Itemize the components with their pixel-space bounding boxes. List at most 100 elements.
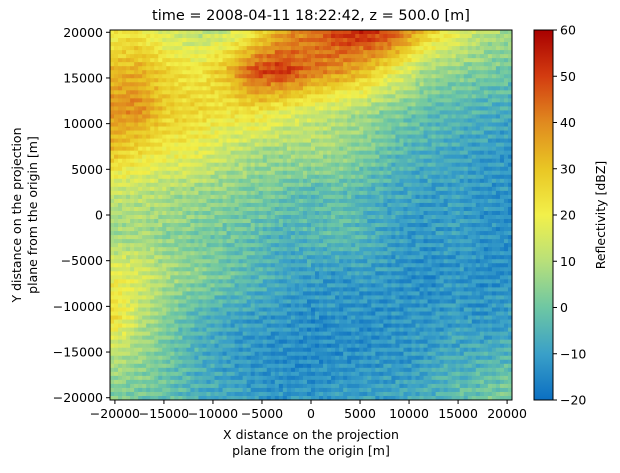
heatmap-cell xyxy=(230,38,236,43)
heatmap-cell xyxy=(359,34,364,39)
heatmap-cell xyxy=(451,215,457,220)
heatmap-cell xyxy=(399,118,405,124)
heatmap-cell xyxy=(467,206,473,212)
heatmap-cell xyxy=(331,98,336,103)
heatmap-cell xyxy=(146,90,151,95)
heatmap-cell xyxy=(298,126,304,132)
heatmap-cell xyxy=(415,86,421,91)
heatmap-cell xyxy=(499,166,505,172)
heatmap-cell xyxy=(383,42,388,47)
heatmap-cell xyxy=(154,78,159,83)
heatmap-cell xyxy=(214,210,220,216)
heatmap-cell xyxy=(146,194,151,200)
heatmap-cell xyxy=(118,194,123,200)
heatmap-cell xyxy=(222,86,228,91)
heatmap-cell xyxy=(150,126,155,132)
heatmap-cell xyxy=(347,194,352,200)
heatmap-cell xyxy=(306,186,312,192)
heatmap-cell xyxy=(431,126,437,132)
heatmap-cell xyxy=(431,219,437,224)
heatmap-cell xyxy=(222,110,228,116)
heatmap-cell xyxy=(379,78,384,83)
heatmap-cell xyxy=(126,210,131,216)
heatmap-cell xyxy=(419,122,425,128)
heatmap-cell xyxy=(158,58,163,63)
heatmap-cell xyxy=(246,166,252,172)
heatmap-cell xyxy=(359,186,364,192)
heatmap-cell xyxy=(166,178,171,184)
heatmap-cell xyxy=(182,126,187,132)
heatmap-cell xyxy=(471,150,477,156)
heatmap-cell xyxy=(282,46,288,51)
heatmap-cell xyxy=(423,42,429,47)
heatmap-cell xyxy=(327,86,332,91)
heatmap-cell xyxy=(254,142,260,148)
heatmap-cell xyxy=(306,78,312,83)
heatmap-cell xyxy=(459,102,465,108)
heatmap-cell xyxy=(170,42,175,47)
heatmap-cell xyxy=(395,42,401,47)
heatmap-cell xyxy=(339,134,344,140)
heatmap-cell xyxy=(298,227,304,232)
heatmap-cell xyxy=(118,82,123,87)
heatmap-cell xyxy=(439,138,445,144)
heatmap-cell xyxy=(355,142,360,148)
heatmap-cell xyxy=(226,134,232,140)
heatmap-cell xyxy=(487,66,493,71)
heatmap-cell xyxy=(475,215,481,220)
heatmap-cell xyxy=(451,126,457,132)
heatmap-cell xyxy=(218,215,224,220)
heatmap-cell xyxy=(234,198,240,204)
heatmap-cell xyxy=(150,170,155,176)
heatmap-cell xyxy=(367,138,372,144)
heatmap-cell xyxy=(262,46,268,51)
heatmap-cell xyxy=(126,82,131,87)
heatmap-cell xyxy=(226,223,232,228)
heatmap-cell xyxy=(206,94,212,99)
heatmap-cell xyxy=(331,70,336,75)
heatmap-cell xyxy=(182,186,187,192)
heatmap-cell xyxy=(202,126,208,132)
heatmap-cell xyxy=(270,82,276,87)
heatmap-cell xyxy=(339,106,344,112)
heatmap-cell xyxy=(162,90,167,95)
heatmap-cell xyxy=(282,94,288,99)
heatmap-cell xyxy=(246,62,252,67)
heatmap-cell xyxy=(463,142,469,148)
heatmap-cell xyxy=(463,154,469,160)
heatmap-cell xyxy=(198,66,204,71)
heatmap-cell xyxy=(451,110,457,116)
heatmap-cell xyxy=(475,74,481,79)
heatmap-cell xyxy=(335,142,340,148)
heatmap-cell xyxy=(158,178,163,184)
heatmap-cell xyxy=(190,86,196,91)
heatmap-cell xyxy=(178,227,183,232)
heatmap-cell xyxy=(467,182,473,188)
heatmap-cell xyxy=(419,106,425,112)
heatmap-cell xyxy=(451,50,457,55)
heatmap-cell xyxy=(150,206,155,212)
heatmap-cell xyxy=(335,194,340,200)
heatmap-cell xyxy=(427,186,433,192)
heatmap-cell xyxy=(142,86,147,91)
heatmap-cell xyxy=(379,154,384,160)
heatmap-cell xyxy=(419,126,425,132)
heatmap-cell xyxy=(483,146,489,152)
heatmap-cell xyxy=(471,154,477,160)
heatmap-cell xyxy=(407,110,413,116)
heatmap-cell xyxy=(174,50,179,55)
heatmap-cell xyxy=(315,46,320,51)
heatmap-cell xyxy=(170,215,175,220)
heatmap-cell xyxy=(178,90,183,95)
heatmap-cell xyxy=(495,158,501,164)
heatmap-cell xyxy=(383,150,388,156)
heatmap-cell xyxy=(407,74,413,79)
heatmap-cell xyxy=(178,126,183,132)
heatmap-cell xyxy=(110,90,115,95)
heatmap-cell xyxy=(387,58,392,63)
heatmap-cell xyxy=(150,106,155,112)
heatmap-cell xyxy=(282,62,288,67)
heatmap-cell xyxy=(110,110,115,116)
heatmap-cell xyxy=(427,190,433,196)
heatmap-cell xyxy=(142,154,147,160)
